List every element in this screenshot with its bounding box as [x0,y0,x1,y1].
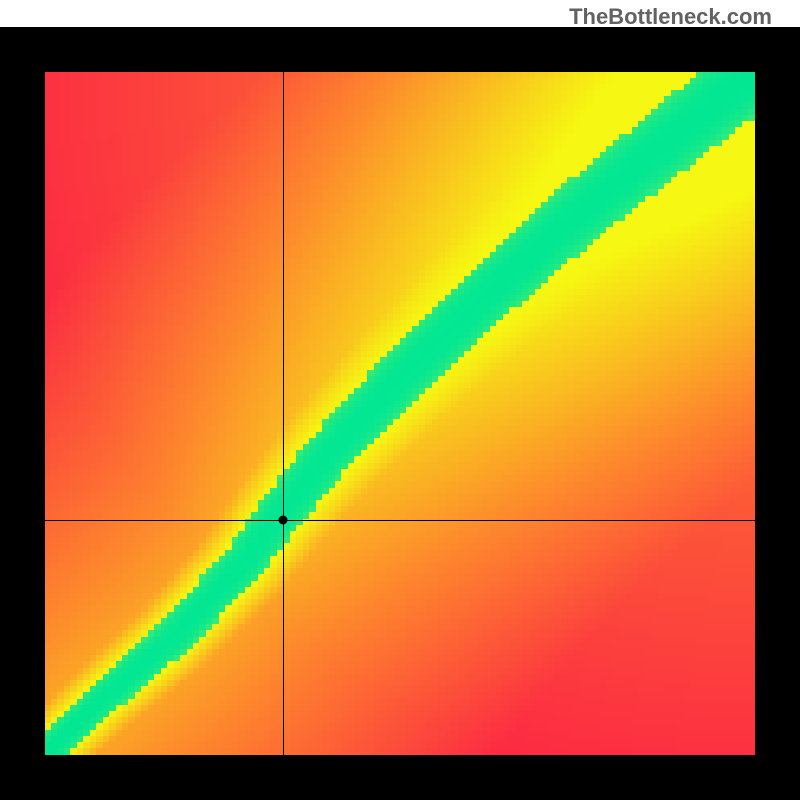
crosshair-horizontal [45,520,755,521]
crosshair-vertical [283,72,284,755]
watermark-text: TheBottleneck.com [569,4,772,30]
operating-point-marker [278,516,287,525]
bottleneck-heatmap [45,72,755,755]
